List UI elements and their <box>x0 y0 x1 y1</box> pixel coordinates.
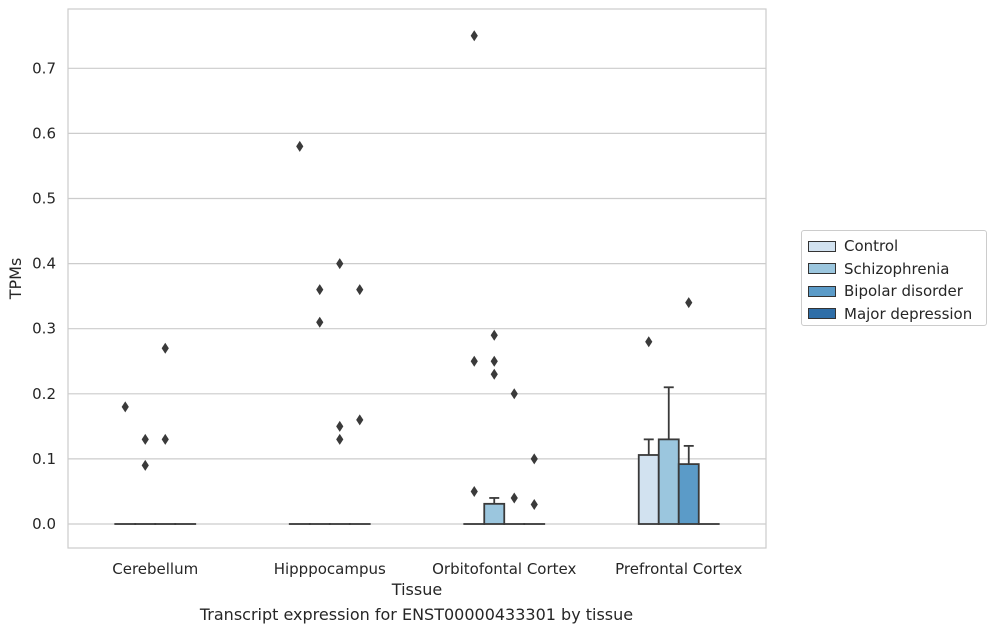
plot-frame <box>67 8 767 549</box>
x-axis-ticks: Cerebellum Hipppocampus Orbitofontal Corte… <box>112 560 742 578</box>
outlier-point <box>470 485 478 497</box>
outlier-point <box>336 420 344 432</box>
outlier-points <box>121 30 693 510</box>
legend-swatch <box>808 285 836 297</box>
outlier-point <box>316 316 324 328</box>
bar <box>637 454 660 525</box>
x-axis-label: Tissue <box>391 580 442 599</box>
outlier-point <box>161 433 169 445</box>
legend-label: Schizophrenia <box>844 259 950 278</box>
legend-swatch <box>808 263 836 275</box>
outlier-point <box>121 401 129 413</box>
outlier-point <box>530 453 538 465</box>
legend-label: Major depression <box>844 304 973 323</box>
outlier-point <box>296 140 304 152</box>
outlier-point <box>336 433 344 445</box>
bar <box>483 502 506 525</box>
legend-swatch <box>808 308 836 320</box>
outlier-point <box>141 433 149 445</box>
outlier-point <box>470 30 478 42</box>
legend-item-bipolar-disorder: Bipolar disorder <box>808 280 980 303</box>
outlier-point <box>685 297 693 309</box>
outlier-point <box>530 498 538 510</box>
outlier-point <box>356 414 364 426</box>
outlier-point <box>336 258 344 270</box>
x-tick-label: Prefrontal Cortex <box>615 560 742 578</box>
legend-swatch <box>808 240 836 252</box>
x-tick-label: Cerebellum <box>112 560 198 578</box>
y-tick-label: 0.3 <box>32 320 56 338</box>
bars <box>114 386 720 525</box>
chart-caption: Transcript expression for ENST0000043330… <box>199 605 634 624</box>
y-axis-label: TPMs <box>6 258 25 301</box>
legend-label: Bipolar disorder <box>844 282 963 301</box>
gridlines <box>68 67 766 525</box>
legend-item-control: Control <box>808 235 980 258</box>
y-axis-ticks: 0.0 0.1 0.2 0.3 0.4 0.5 0.6 0.7 <box>32 59 56 533</box>
y-tick-label: 0.7 <box>32 59 56 77</box>
outlier-point <box>510 492 518 504</box>
x-tick-label: Hipppocampus <box>274 560 386 578</box>
outlier-point <box>490 329 498 341</box>
y-tick-label: 0.1 <box>32 450 56 468</box>
bar <box>657 438 680 525</box>
bar <box>677 463 700 525</box>
legend: Control Schizophrenia Bipolar disorder M… <box>801 230 987 326</box>
y-tick-label: 0.6 <box>32 124 56 142</box>
y-tick-label: 0.5 <box>32 190 56 208</box>
x-tick-label: Orbitofontal Cortex <box>432 560 576 578</box>
outlier-point <box>470 355 478 367</box>
legend-item-major-depression: Major depression <box>808 303 980 326</box>
outlier-point <box>316 284 324 296</box>
outlier-point <box>490 368 498 380</box>
outlier-point <box>510 388 518 400</box>
legend-label: Control <box>844 237 899 256</box>
outlier-point <box>356 284 364 296</box>
outlier-point <box>161 342 169 354</box>
y-tick-label: 0.4 <box>32 255 56 273</box>
outlier-point <box>645 336 653 348</box>
legend-item-schizophrenia: Schizophrenia <box>808 258 980 281</box>
outlier-point <box>490 355 498 367</box>
y-tick-label: 0.2 <box>32 385 56 403</box>
y-tick-label: 0.0 <box>32 515 56 533</box>
outlier-point <box>141 459 149 471</box>
